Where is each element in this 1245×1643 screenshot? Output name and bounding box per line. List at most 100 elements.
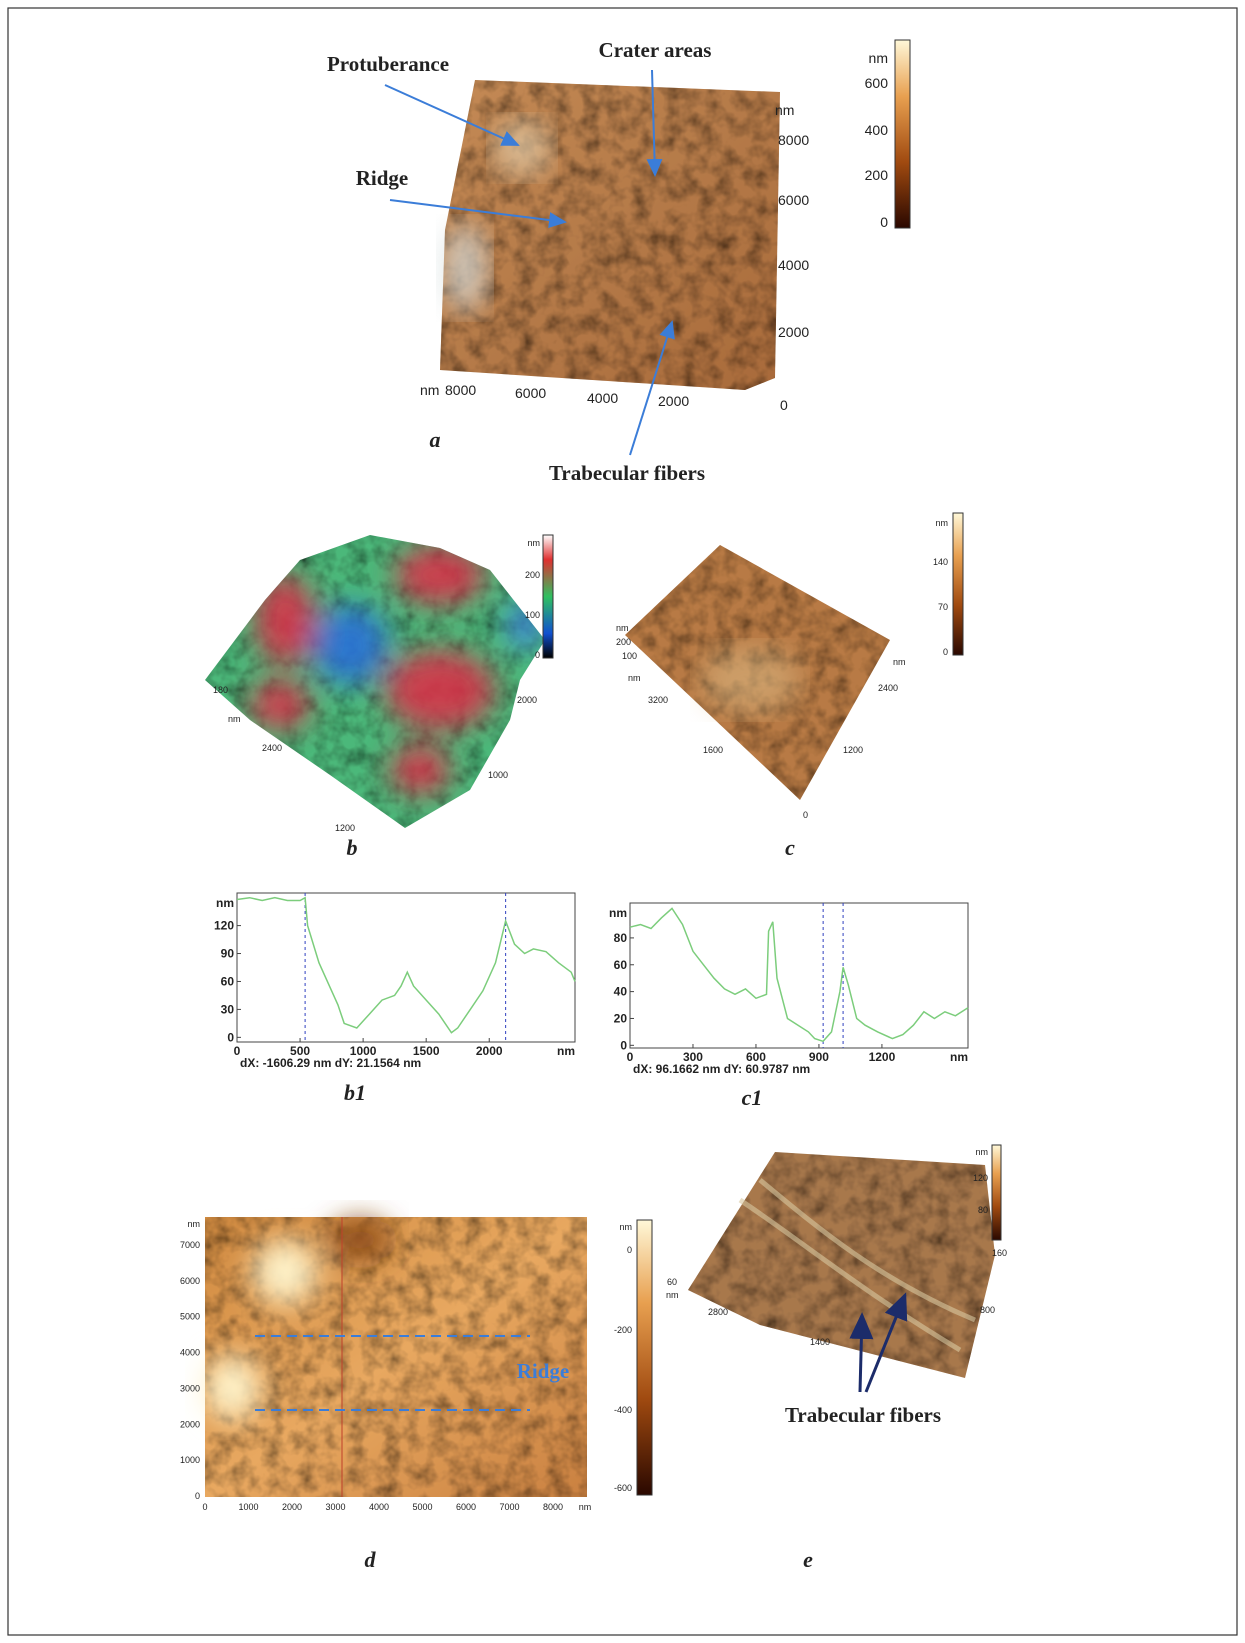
tick-label: 2000 [658,393,689,409]
axis-label: 2000 [517,695,537,705]
plot-frame [237,893,575,1042]
colorbar [637,1220,652,1495]
axis-label: 100 [622,651,637,661]
colorbar-tick: 400 [865,122,889,138]
axis-label: 180 [213,685,228,695]
axis-unit: nm [579,1502,592,1512]
tick-label: 6000 [456,1502,476,1512]
surface-a [440,80,780,390]
tick-label: 6000 [180,1276,200,1286]
surface-base [200,530,550,830]
y-unit: nm [609,906,627,920]
colorbar [895,40,910,228]
colorbar-tick: 0 [880,214,888,230]
panel-label: b [347,835,358,860]
highlight [253,1240,317,1304]
axis-label: 1200 [335,823,355,833]
colorbar-tick: 80 [978,1205,988,1215]
blob [385,650,495,730]
annotation: Ridge [517,1359,570,1383]
colorbar [543,535,553,658]
colorbar-tick: 120 [973,1173,988,1183]
axis-label: 3200 [648,695,668,705]
axis-label: 200 [616,637,631,647]
axis-label: nm [628,673,641,683]
colorbar-tick: -200 [614,1325,632,1335]
tick-label: 6000 [778,192,809,208]
blob [255,575,315,665]
annotation: Protuberance [327,52,449,76]
tick-label: 5000 [412,1502,432,1512]
x-unit: nm [557,1044,575,1058]
colorbar-tick: -400 [614,1405,632,1415]
surface-highlight [700,645,800,715]
colorbar-tick: 200 [525,570,540,580]
x-tick-label: 2000 [476,1044,503,1058]
blob [250,680,310,730]
tick-label: 2000 [282,1502,302,1512]
highlight [204,1356,260,1420]
colorbar-tick: 0 [535,650,540,660]
tick-label: 4000 [778,257,809,273]
axis-unit: nm [187,1219,200,1229]
axis-label: 800 [980,1305,995,1315]
colorbar-tick: 200 [865,167,889,183]
surface-b [200,530,550,830]
axis-label: nm [666,1290,679,1300]
y-tick-label: 60 [614,958,628,972]
tick-label: 3000 [180,1383,200,1393]
axis-label: 2400 [262,743,282,753]
annotation: Trabecular fibers [549,461,705,485]
tick-label: 7000 [499,1502,519,1512]
tick-label: 4000 [180,1348,200,1358]
blob [390,745,450,795]
colorbar-tick: -600 [614,1483,632,1493]
axis-label: 0 [803,810,808,820]
tick-label: 6000 [515,385,546,401]
page: Protuberance Crater areas Ridge Trabecul… [0,0,1245,1643]
tick-label: 7000 [180,1240,200,1250]
axis-unit: nm [775,102,794,118]
panel-label: e [803,1547,813,1572]
annotation: Trabecular fibers [785,1403,941,1427]
arrow [860,1315,862,1392]
bulge-highlight [441,223,489,313]
tick-label: 8000 [445,382,476,398]
blob [395,545,485,605]
panel-label: b1 [344,1080,366,1105]
tick-label: 4000 [587,390,618,406]
colorbar-tick: 100 [525,610,540,620]
colorbar-unit: nm [619,1222,632,1232]
axis-label: 1400 [810,1337,830,1347]
y-tick-label: 30 [221,1002,235,1016]
axis-label: nm [228,714,241,724]
axis-label: 1200 [843,745,863,755]
colorbar-unit: nm [869,50,888,66]
axis-label: nm [616,623,629,633]
colorbar-unit: nm [527,538,540,548]
y-tick-label: 90 [221,947,235,961]
colorbar-unit: nm [975,1147,988,1157]
axis-unit: nm [420,382,439,398]
figure: Protuberance Crater areas Ridge Trabecul… [0,0,1245,1643]
tick-label: 1000 [238,1502,258,1512]
colorbar-tick: 70 [938,602,948,612]
tick-label: 0 [202,1502,207,1512]
y-tick-label: 0 [227,1030,234,1044]
readout: dX: -1606.29 nm dY: 21.1564 nm [240,1056,421,1070]
axis-label: 60 [667,1277,677,1287]
readout: dX: 96.1662 nm dY: 60.9787 nm [633,1062,810,1076]
blob [507,600,543,650]
panel-label: d [365,1547,377,1572]
tick-label: 3000 [325,1502,345,1512]
y-unit: nm [216,896,234,910]
tick-label: 0 [195,1491,200,1501]
panel-label: c [785,835,795,860]
y-tick-label: 120 [214,919,234,933]
y-tick-label: 40 [614,985,628,999]
tick-label: 4000 [369,1502,389,1512]
colorbar-unit: nm [935,518,948,528]
blob [312,605,388,685]
axis-label: 1600 [703,745,723,755]
tick-label: 2000 [180,1419,200,1429]
